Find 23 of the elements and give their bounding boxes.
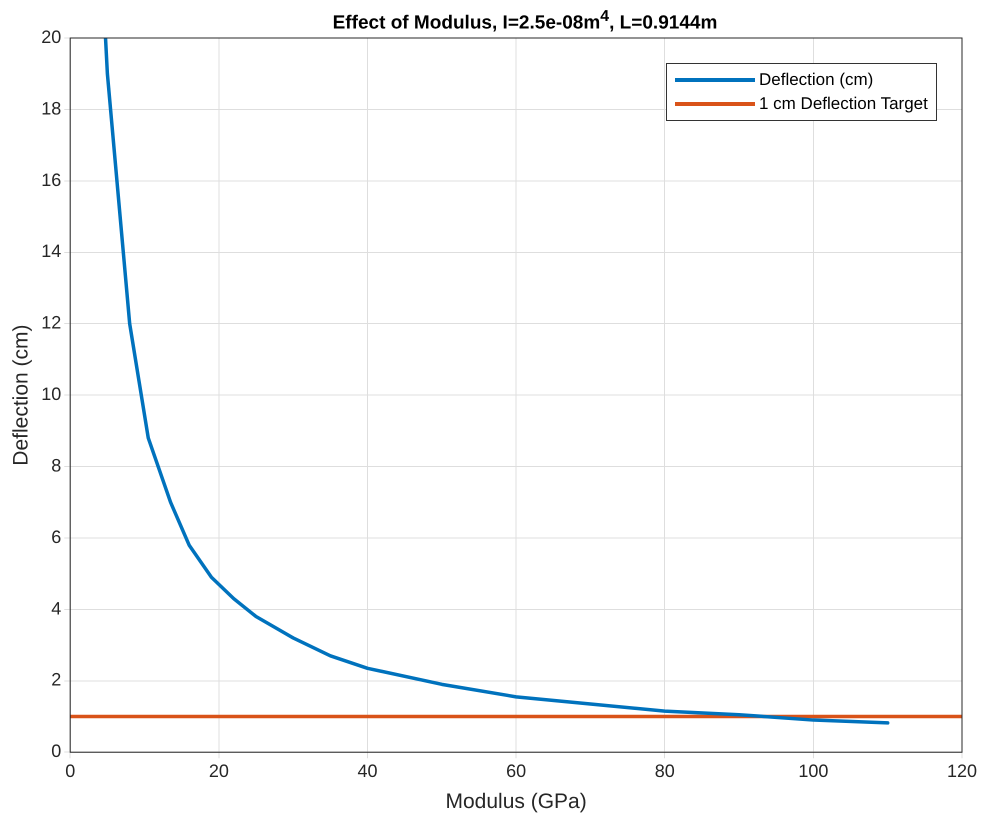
y-tick-label: 16 — [41, 170, 62, 190]
y-tick-label: 20 — [41, 26, 62, 47]
y-tick-label: 0 — [51, 741, 62, 762]
y-tick-label: 14 — [41, 241, 62, 262]
y-tick-label: 12 — [41, 312, 62, 333]
x-tick-label: 80 — [654, 760, 675, 781]
x-axis-title: Modulus (GPa) — [446, 790, 587, 814]
legend-label: 1 cm Deflection Target — [759, 94, 928, 114]
y-tick-label: 10 — [41, 384, 62, 404]
x-tick-label: 40 — [357, 760, 378, 781]
chart-title: Effect of Modulus, I=2.5e-08m$^{4}$, L=0.9144m — [332, 8, 718, 34]
x-tick-label: 20 — [208, 760, 229, 781]
y-axis-title: Deflection (cm) — [9, 324, 32, 466]
y-tick-label: 4 — [51, 598, 62, 618]
y-tick-label: 2 — [51, 670, 62, 690]
y-tick-label: 6 — [51, 526, 62, 547]
x-tick-label: 120 — [946, 760, 978, 781]
x-tick-label: 60 — [506, 760, 526, 781]
y-tick-label: 8 — [51, 455, 62, 476]
x-tick-label: 100 — [798, 760, 828, 781]
legend-label: Deflection (cm) — [759, 70, 874, 90]
x-tick-label: 0 — [65, 760, 76, 781]
y-tick-label: 18 — [41, 98, 62, 118]
